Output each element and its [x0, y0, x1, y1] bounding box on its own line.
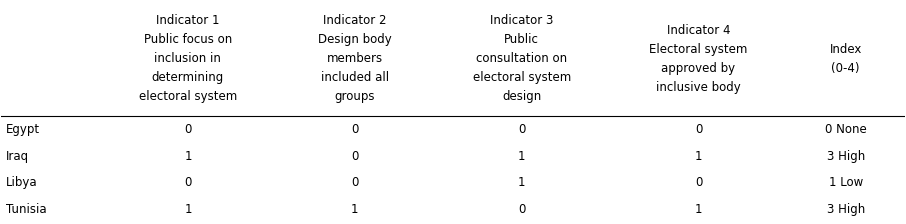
Text: 0: 0	[352, 150, 359, 163]
Text: 1 Low: 1 Low	[829, 176, 863, 189]
Text: 0: 0	[695, 176, 702, 189]
Text: 0 None: 0 None	[824, 123, 866, 136]
Text: 1: 1	[695, 150, 702, 163]
Text: 0: 0	[184, 123, 191, 136]
Text: Indicator 1
Public focus on
inclusion in
determining
electoral system: Indicator 1 Public focus on inclusion in…	[139, 14, 237, 103]
Text: Indicator 2
Design body
members
included all
groups: Indicator 2 Design body members included…	[318, 14, 391, 103]
Text: 0: 0	[352, 123, 359, 136]
Text: 1: 1	[518, 150, 525, 163]
Text: 3 High: 3 High	[826, 203, 865, 216]
Text: Indicator 3
Public
consultation on
electoral system
design: Indicator 3 Public consultation on elect…	[473, 14, 571, 103]
Text: 0: 0	[518, 203, 525, 216]
Text: Libya: Libya	[6, 176, 37, 189]
Text: Iraq: Iraq	[6, 150, 29, 163]
Text: 0: 0	[184, 176, 191, 189]
Text: 0: 0	[695, 123, 702, 136]
Text: 1: 1	[184, 150, 192, 163]
Text: 1: 1	[518, 176, 525, 189]
Text: Tunisia: Tunisia	[6, 203, 46, 216]
Text: Indicator 4
Electoral system
approved by
inclusive body: Indicator 4 Electoral system approved by…	[650, 24, 747, 94]
Text: 1: 1	[695, 203, 702, 216]
Text: 1: 1	[184, 203, 192, 216]
Text: 0: 0	[518, 123, 525, 136]
Text: Index
(0-4): Index (0-4)	[830, 43, 862, 75]
Text: 1: 1	[351, 203, 359, 216]
Text: Egypt: Egypt	[6, 123, 40, 136]
Text: 0: 0	[352, 176, 359, 189]
Text: 3 High: 3 High	[826, 150, 865, 163]
